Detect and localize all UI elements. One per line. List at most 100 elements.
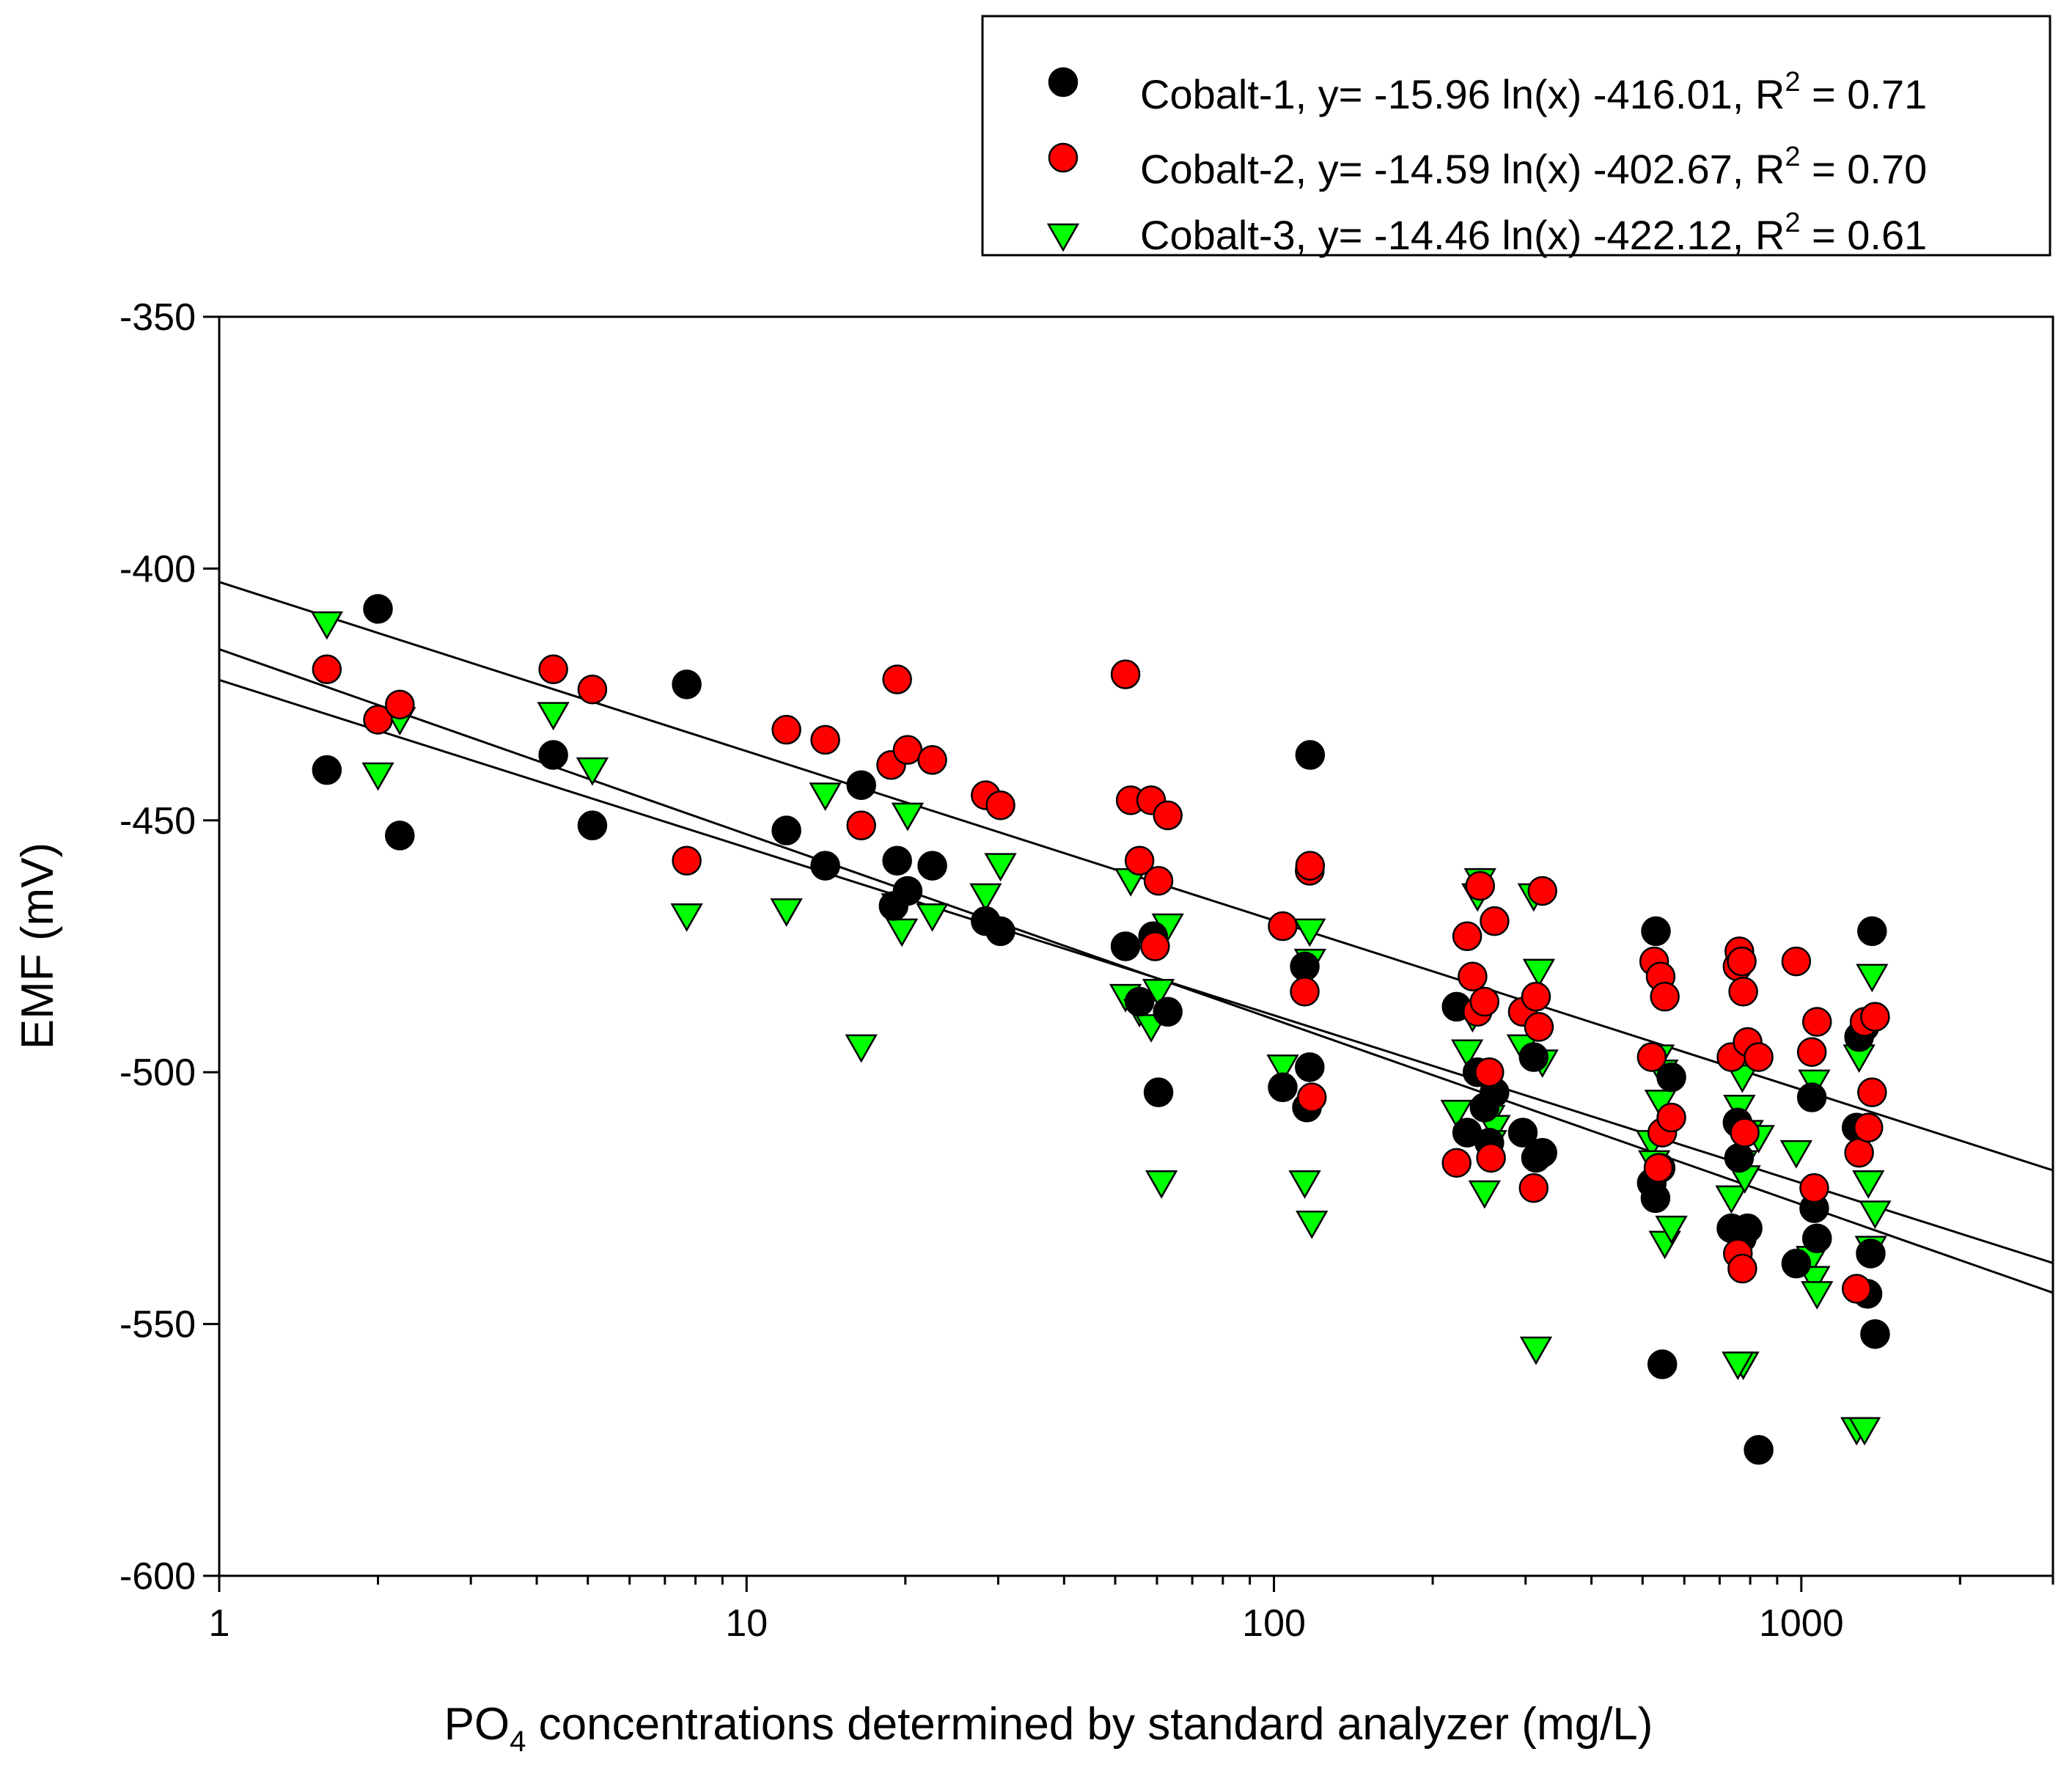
y-tick-label: -500: [120, 1052, 196, 1094]
point-cobalt-2: [882, 664, 912, 694]
point-cobalt-3: [1715, 1185, 1748, 1214]
point-cobalt-1: [1640, 1183, 1671, 1214]
point-cobalt-2: [810, 724, 840, 755]
legend-label-cobalt-3-prefix: Cobalt-3, y= -14.46 ln(x) -422.12, R: [1140, 212, 1785, 258]
point-cobalt-2: [1727, 1253, 1757, 1284]
point-cobalt-2: [1110, 659, 1141, 689]
x-axis-title: PO4 concentrations determined by standar…: [444, 1699, 1653, 1758]
point-cobalt-3: [1266, 1054, 1299, 1083]
point-cobalt-2: [1727, 946, 1757, 977]
point-cobalt-1: [985, 916, 1015, 947]
point-cobalt-1: [1527, 1137, 1557, 1168]
y-tick-label: -600: [120, 1555, 196, 1598]
x-tick-label: 10: [725, 1602, 768, 1645]
point-cobalt-2: [1636, 1042, 1667, 1072]
point-cobalt-1: [1656, 1062, 1686, 1093]
point-cobalt-3: [891, 802, 925, 832]
point-cobalt-2: [1268, 911, 1298, 942]
point-cobalt-1: [385, 821, 415, 851]
legend-marker-cobalt-1: [1048, 67, 1079, 98]
point-cobalt-3: [1722, 1351, 1755, 1381]
point-cobalt-2: [1744, 1042, 1774, 1072]
point-cobalt-3: [1522, 958, 1556, 988]
point-cobalt-2: [1441, 1148, 1472, 1178]
legend-label-cobalt-3-sup: 2: [1785, 208, 1800, 238]
point-cobalt-2: [1796, 1037, 1827, 1067]
point-cobalt-3: [1655, 1215, 1688, 1244]
y-axis-ticks: -350 -400 -450 -500 -550 -600: [120, 296, 219, 1598]
point-cobalt-1: [810, 851, 840, 881]
point-cobalt-3: [537, 702, 570, 731]
point-cobalt-3: [1468, 1180, 1501, 1209]
point-cobalt-1: [1295, 740, 1326, 770]
point-cobalt-3: [1296, 1210, 1329, 1239]
x-axis-title-subscript: 4: [510, 1725, 526, 1758]
point-cobalt-3: [1859, 1200, 1892, 1230]
point-cobalt-2: [1656, 1102, 1686, 1133]
legend-label-cobalt-2-sup: 2: [1785, 142, 1800, 172]
point-cobalt-1: [1507, 1118, 1538, 1148]
point-cobalt-1: [1143, 1077, 1174, 1107]
y-tick-label: -350: [120, 296, 196, 339]
point-cobalt-1: [1724, 1142, 1755, 1173]
point-cobalt-2: [1296, 1082, 1327, 1112]
point-cobalt-1: [1744, 1435, 1774, 1465]
point-cobalt-2: [1860, 1002, 1890, 1032]
point-cobalt-2: [1527, 876, 1557, 906]
point-cobalt-2: [1140, 931, 1170, 961]
point-cobalt-1: [1295, 1052, 1325, 1082]
point-cobalt-3: [670, 903, 703, 932]
legend: Cobalt-1, y= -15.96 ln(x) -416.01, R2 = …: [981, 15, 2051, 258]
point-cobalt-2: [1844, 1137, 1874, 1168]
point-cobalt-2: [1521, 981, 1551, 1012]
y-tick-label: -450: [120, 800, 196, 843]
point-cobalt-1: [363, 594, 393, 624]
y-tick-label: -550: [120, 1304, 196, 1346]
point-cobalt-1: [538, 740, 568, 770]
point-cobalt-2: [1290, 977, 1320, 1007]
x-axis-ticks: 1 10 100 1000: [209, 1576, 2054, 1645]
point-cobalt-3: [1848, 1417, 1881, 1446]
x-tick-label: 1: [209, 1602, 230, 1645]
point-cobalt-2: [672, 845, 702, 876]
point-cobalt-2: [1452, 921, 1483, 952]
x-axis-title-suffix: concentrations determined by standard an…: [526, 1699, 1653, 1750]
point-cobalt-2: [1728, 977, 1758, 1007]
legend-label-cobalt-1-sup: 2: [1785, 67, 1800, 98]
point-cobalt-3: [1293, 918, 1326, 947]
point-cobalt-1: [1647, 1349, 1678, 1379]
point-cobalt-3: [809, 782, 842, 811]
point-cobalt-2: [1801, 1007, 1832, 1037]
point-cobalt-1: [1641, 916, 1671, 947]
point-cobalt-3: [969, 883, 1002, 912]
point-cobalt-2: [1143, 865, 1174, 896]
point-cobalt-3: [576, 757, 609, 786]
point-cobalt-2: [1841, 1274, 1872, 1304]
y-tick-label: -400: [120, 548, 196, 590]
point-cobalt-3: [1801, 1281, 1834, 1310]
legend-label-cobalt-3-suffix: = 0.61: [1800, 212, 1927, 258]
point-cobalt-1: [846, 770, 876, 800]
point-cobalt-2: [771, 714, 801, 745]
point-cobalt-2: [363, 705, 393, 735]
point-cobalt-2: [1643, 1153, 1674, 1183]
legend-box: [981, 15, 2051, 257]
point-cobalt-3: [916, 903, 949, 932]
point-cobalt-1: [1856, 1239, 1886, 1269]
point-cobalt-3: [885, 918, 919, 947]
legend-label-cobalt-2-suffix: = 0.70: [1800, 146, 1927, 192]
point-cobalt-2: [892, 735, 923, 765]
point-cobalt-1: [312, 755, 342, 785]
point-cobalt-1: [1857, 916, 1887, 947]
x-tick-label: 1000: [1759, 1602, 1844, 1645]
point-cobalt-3: [1440, 1099, 1473, 1129]
legend-label-cobalt-2-prefix: Cobalt-2, y= -14.59 ln(x) -402.67, R: [1140, 146, 1785, 192]
plot-frame: [218, 315, 2054, 1577]
point-cobalt-2: [1799, 1173, 1829, 1203]
point-cobalt-2: [1124, 845, 1155, 876]
point-cobalt-3: [1856, 964, 1889, 993]
point-cobalt-2: [985, 790, 1015, 821]
point-cobalt-2: [385, 689, 415, 720]
